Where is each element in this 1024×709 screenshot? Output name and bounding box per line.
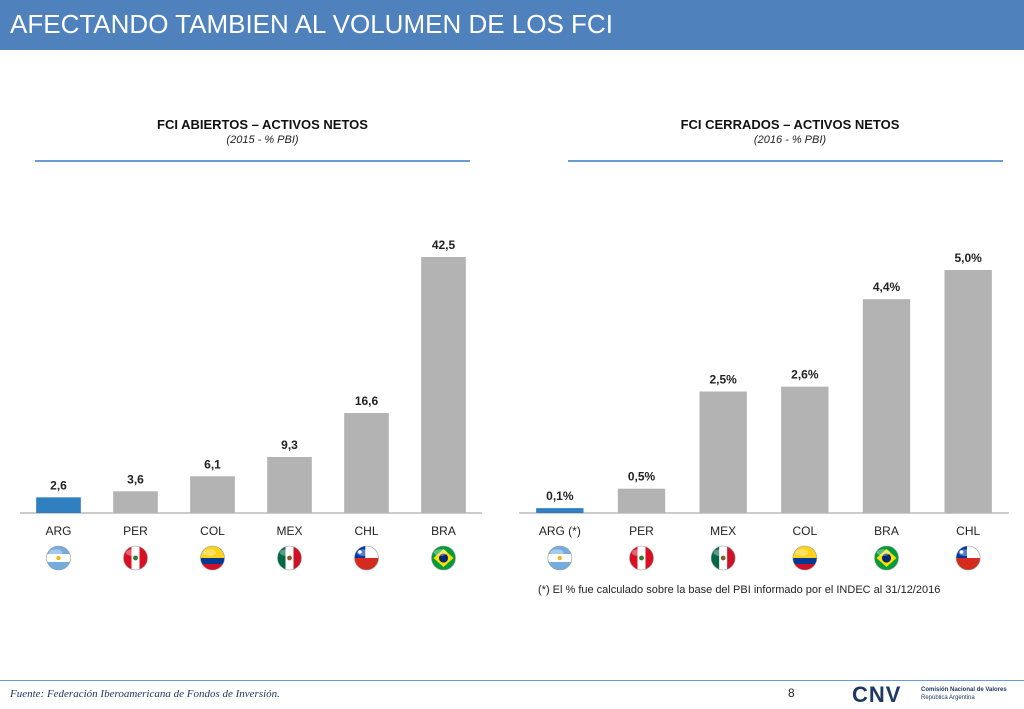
flag-mexico-icon xyxy=(710,545,736,571)
page-number: 8 xyxy=(788,686,795,700)
data-label: 2,5% xyxy=(709,373,737,387)
bar-chl xyxy=(344,413,389,513)
flag-colombia-icon xyxy=(200,545,225,571)
footer-rule xyxy=(0,680,1024,681)
flag-brazil-icon xyxy=(874,545,899,571)
chart2-subtitle: (2016 - % PBI) xyxy=(753,134,827,146)
chart1-subtitle: (2015 - % PBI) xyxy=(226,134,299,146)
chart1-title: FCI ABIERTOS – ACTIVOS NETOS xyxy=(157,117,368,132)
category-label: MEX xyxy=(710,524,736,538)
cnv-logo-text: Comisión Nacional de Valores República A… xyxy=(921,686,1007,702)
bar-col xyxy=(781,386,829,513)
category-label: PER xyxy=(123,524,148,538)
bar-col xyxy=(190,476,235,513)
flag-peru-icon xyxy=(629,545,654,571)
bar-per xyxy=(113,491,158,513)
footnote: (*) El % fue calculado sobre la base del… xyxy=(538,584,941,596)
data-label: 2,6% xyxy=(791,368,819,382)
data-label: 16,6 xyxy=(355,394,379,408)
data-label: 2,6 xyxy=(50,478,67,492)
chart1-title-rule xyxy=(35,160,470,162)
data-label: 3,6 xyxy=(127,472,144,486)
chart-fci-abiertos: 2,6 ARG 3,6 PER 6,1 COL 9,3 MEX 16,6 CHL 42,5 BRA xyxy=(20,238,482,571)
source-note: Fuente: Federación Iberoamericana de Fon… xyxy=(10,688,280,700)
bar-arg xyxy=(36,497,81,513)
flag-chile-icon xyxy=(354,545,379,571)
flag-brazil-icon xyxy=(431,545,456,571)
flag-argentina-icon xyxy=(46,545,71,571)
data-label: 9,3 xyxy=(281,438,298,452)
data-label: 4,4% xyxy=(873,280,901,294)
flag-argentina-icon xyxy=(547,545,573,571)
bar-bra xyxy=(421,257,466,513)
flag-colombia-icon xyxy=(792,545,818,571)
logo-line-1: Comisión Nacional de Valores xyxy=(921,687,1007,693)
chart2-title: FCI CERRADOS – ACTIVOS NETOS xyxy=(680,117,900,132)
chart2-title-rule xyxy=(568,160,1003,162)
category-label: BRA xyxy=(874,524,899,538)
category-label: MEX xyxy=(276,524,302,538)
data-label: 5,0% xyxy=(954,251,982,265)
cnv-logo: CNV xyxy=(852,682,902,707)
category-label: COL xyxy=(792,524,817,538)
flag-peru-icon xyxy=(123,545,148,571)
bar-arg xyxy=(536,508,584,513)
bar-mex xyxy=(267,456,312,513)
logo-line-2: República Argentina xyxy=(921,695,975,701)
data-label: 6,1 xyxy=(204,457,221,471)
data-label: 0,1% xyxy=(546,489,574,503)
bar-per xyxy=(617,488,666,513)
category-label: PER xyxy=(629,524,654,538)
category-label: CHL xyxy=(354,524,378,538)
category-label: ARG xyxy=(45,524,71,538)
bar-mex xyxy=(699,391,747,513)
flag-mexico-icon xyxy=(277,545,302,571)
bar-chl xyxy=(944,270,992,513)
page-title: AFECTANDO TAMBIEN AL VOLUMEN DE LOS FCI xyxy=(10,9,613,39)
bar-bra xyxy=(862,299,911,513)
flag-chile-icon xyxy=(955,545,981,571)
data-label: 42,5 xyxy=(432,238,456,252)
chart-fci-cerrados: 0,1% ARG (*) 0,5% PER 2,5% MEX 2,6% COL 4,4% BRA 5… xyxy=(519,251,1009,571)
category-label: CHL xyxy=(956,524,980,538)
data-label: 0,5% xyxy=(628,470,656,484)
header-bar: AFECTANDO TAMBIEN AL VOLUMEN DE LOS FCI xyxy=(0,0,1024,50)
category-label: BRA xyxy=(431,524,456,538)
category-label: COL xyxy=(200,524,225,538)
category-label: ARG (*) xyxy=(539,524,581,538)
